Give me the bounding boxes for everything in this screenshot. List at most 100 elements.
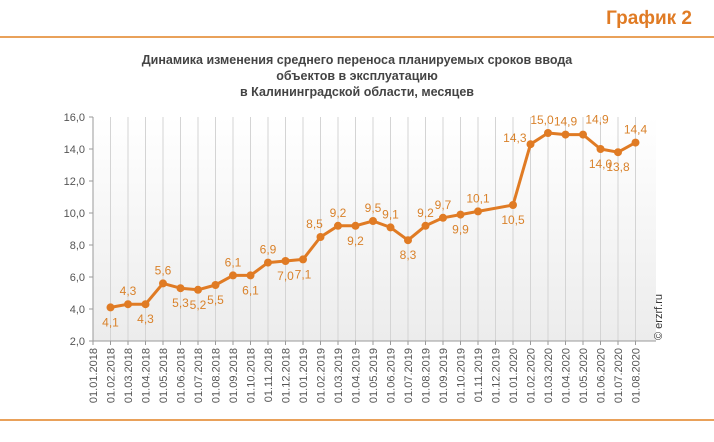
x-tick-label: 01.04.2019 [351, 348, 363, 403]
x-tick-label: 01.02.2019 [316, 348, 328, 403]
data-point [596, 145, 605, 153]
data-point [141, 300, 150, 309]
data-label: 9,9 [452, 223, 469, 237]
data-point [456, 210, 465, 219]
data-label: 7,1 [295, 267, 312, 281]
x-tick-label: 01.05.2018 [158, 348, 170, 403]
y-tick-label: 12,0 [64, 176, 85, 188]
data-label: 9,2 [347, 234, 364, 248]
data-label: 9,1 [382, 207, 399, 221]
x-tick-label: 01.12.2018 [281, 348, 293, 403]
data-label: 5,2 [190, 298, 207, 312]
x-tick-label: 01.01.2019 [298, 348, 310, 403]
data-point [316, 233, 325, 241]
data-point [404, 236, 412, 245]
x-tick-label: 01.10.2019 [456, 348, 468, 403]
data-point [211, 281, 220, 289]
x-tick-label: 01.04.2020 [561, 348, 573, 403]
data-point [281, 257, 290, 265]
data-label: 14,9 [585, 113, 609, 127]
data-point [194, 285, 202, 294]
data-label: 9,7 [435, 198, 452, 212]
x-tick-label: 01.03.2018 [123, 348, 135, 403]
data-point [246, 271, 255, 280]
data-label: 14,3 [503, 131, 527, 145]
data-label: 14,4 [624, 123, 648, 137]
data-label: 9,2 [330, 206, 347, 220]
x-tick-label: 01.04.2018 [141, 348, 153, 403]
data-label: 6,1 [225, 255, 242, 269]
data-point [561, 130, 570, 139]
x-tick-label: 01.07.2019 [403, 348, 415, 403]
data-label: 5,5 [207, 293, 224, 307]
data-point [439, 213, 447, 222]
data-point [264, 258, 272, 267]
data-label: 5,6 [155, 263, 172, 277]
data-label: 14,9 [554, 115, 578, 129]
x-tick-label: 01.06.2019 [386, 348, 398, 403]
data-label: 15,0 [530, 113, 554, 127]
x-tick-label: 01.11.2019 [473, 348, 485, 402]
data-label: 10,1 [466, 191, 490, 205]
x-tick-label: 01.05.2019 [368, 348, 380, 403]
data-label: 14,0 [589, 157, 613, 171]
data-label: 8,5 [306, 217, 323, 231]
header-divider [0, 36, 714, 38]
x-tick-label: 01.01.2018 [88, 348, 100, 403]
y-tick-label: 2,0 [70, 336, 85, 348]
x-tick-label: 01.09.2019 [438, 348, 450, 403]
data-label: 5,3 [172, 296, 189, 310]
x-tick-label: 01.06.2018 [176, 348, 188, 403]
title-line: в Калининградской области, месяцев [240, 85, 474, 99]
data-point [229, 271, 237, 280]
footer-divider [0, 419, 714, 421]
data-label: 8,3 [400, 248, 417, 262]
x-tick-label: 01.09.2018 [228, 348, 240, 403]
x-tick-label: 01.10.2018 [246, 348, 258, 403]
x-tick-label: 01.01.2020 [508, 348, 520, 403]
data-point [474, 207, 482, 216]
copyright-watermark: © erzrf.ru [653, 294, 665, 340]
data-point [631, 138, 640, 147]
data-point [386, 223, 395, 232]
x-tick-label: 01.07.2020 [613, 348, 625, 403]
x-tick-label: 01.03.2019 [333, 348, 345, 403]
data-point [351, 221, 360, 230]
y-tick-label: 10,0 [64, 208, 85, 220]
y-tick-label: 4,0 [70, 304, 85, 316]
data-point [509, 201, 517, 209]
data-point [299, 255, 307, 264]
y-tick-label: 8,0 [70, 240, 85, 252]
chart-number-header: График 2 [606, 8, 692, 29]
data-point [579, 130, 587, 139]
data-point [421, 221, 430, 230]
data-label: 9,5 [365, 201, 382, 215]
data-label: 7,0 [277, 269, 294, 283]
data-label: 6,1 [242, 283, 259, 297]
x-tick-label: 01.06.2020 [596, 348, 608, 403]
title-line: Динамика изменения среднего переноса пла… [141, 53, 573, 67]
x-tick-label: 01.03.2020 [543, 348, 555, 403]
x-tick-label: 01.02.2018 [106, 348, 118, 403]
data-point [526, 140, 535, 149]
data-point [369, 217, 377, 225]
data-point [334, 221, 342, 230]
data-point [544, 129, 552, 137]
data-label: 4,3 [120, 284, 137, 298]
x-tick-label: 01.12.2019 [491, 348, 503, 403]
data-label: 6,9 [260, 243, 277, 257]
title-line: объектов в эксплуатацию [276, 69, 438, 83]
x-tick-label: 01.05.2020 [578, 348, 590, 403]
y-tick-label: 6,0 [70, 272, 85, 284]
data-label: 4,3 [137, 312, 154, 326]
x-tick-label: 01.07.2018 [193, 348, 205, 403]
data-point [159, 279, 167, 288]
x-tick-label: 01.08.2018 [211, 348, 223, 403]
data-label: 4,1 [102, 315, 119, 329]
data-label: 13,8 [606, 160, 630, 174]
x-tick-label: 01.08.2020 [631, 348, 643, 403]
data-label: 9,2 [417, 206, 434, 220]
x-tick-label: 01.02.2020 [526, 348, 538, 403]
x-tick-label: 01.11.2018 [263, 348, 275, 402]
